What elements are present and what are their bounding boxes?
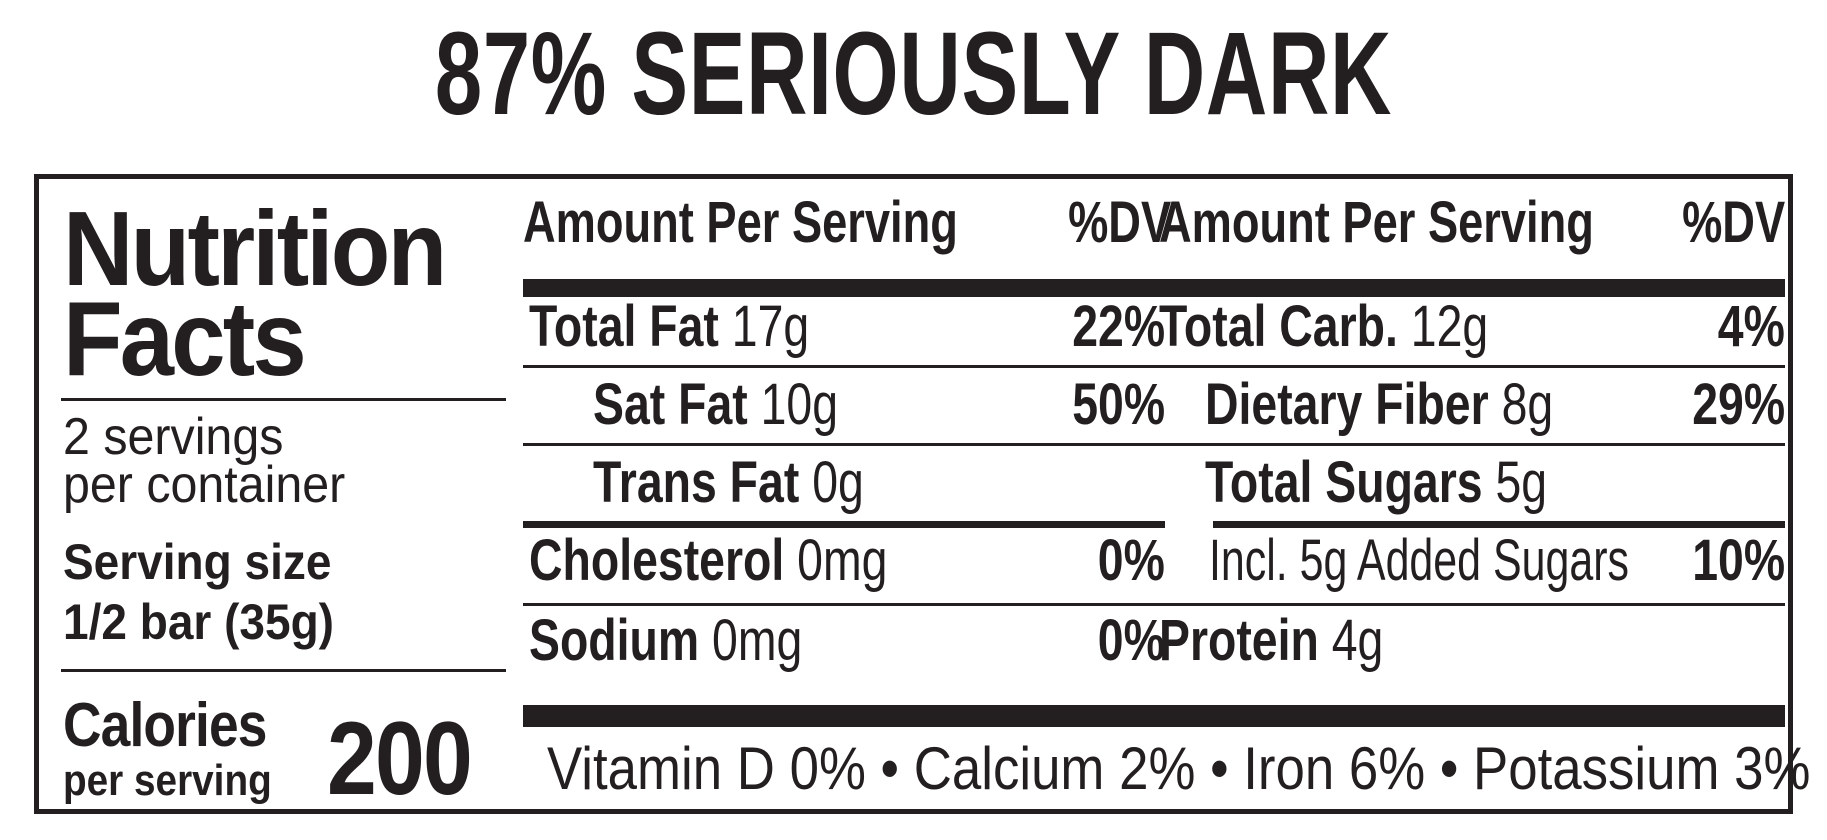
nutrient-row-cholesterol: Cholesterol 0mg [529, 528, 888, 593]
calories-sublabel: per serving [63, 756, 272, 805]
row-divider [1151, 365, 1785, 368]
nutrition-title-line2: Facts [63, 280, 307, 398]
nutrient-row-sat-fat: Sat Fat 10g [593, 372, 839, 437]
nutrient-row-trans-fat: Trans Fat 0g [593, 450, 864, 515]
dv-total-sugars [1639, 453, 1785, 513]
dv-total-fat: 22% [1072, 294, 1165, 359]
servings-per-container: 2 servings per container [63, 408, 346, 514]
nutrient-row-total-sugars: Total Sugars 5g [1205, 450, 1548, 515]
dv-added-sugars: 10% [1692, 528, 1785, 593]
nutrient-row-dietary-fiber: Dietary Fiber 8g [1205, 372, 1554, 437]
dv-total-carb: 4% [1717, 294, 1785, 359]
left-amount-header: Amount Per Serving [523, 190, 958, 255]
divider [61, 669, 506, 672]
row-divider [1151, 443, 1785, 446]
row-divider [523, 521, 1165, 528]
dv-sodium: 0% [1097, 608, 1165, 673]
row-divider [1213, 521, 1785, 528]
vitamins-minerals-line: Vitamin D 0% • Calcium 2% • Iron 6% • Po… [547, 735, 1811, 802]
nutrient-row-total-fat: Total Fat 17g [529, 294, 810, 359]
calories-value: 200 [327, 701, 473, 817]
thick-divider [1151, 279, 1785, 297]
nutrient-row-sodium: Sodium 0mg [529, 608, 803, 673]
right-amount-header: Amount Per Serving [1159, 190, 1594, 255]
row-divider [523, 365, 1165, 368]
nutrient-row-added-sugars: Incl. 5g Added Sugars [1209, 528, 1629, 593]
nutrition-facts-panel: Nutrition Facts 2 servings per container… [34, 174, 1810, 817]
row-divider [1151, 603, 1785, 606]
dv-sat-fat: 50% [1072, 372, 1165, 437]
dv-dietary-fiber: 29% [1692, 372, 1785, 437]
nutrition-title-line1: Nutrition [63, 190, 447, 308]
thick-divider [523, 705, 1165, 727]
thick-divider [1151, 705, 1785, 727]
serving-size-label: Serving size [63, 534, 332, 590]
dv-protein [1639, 611, 1785, 671]
dv-trans-fat [1019, 453, 1165, 513]
right-dv-header: %DV [1681, 190, 1785, 255]
row-divider [523, 443, 1165, 446]
dv-cholesterol: 0% [1097, 528, 1165, 593]
left-dv-header: %DV [1068, 190, 1172, 255]
nutrient-row-total-carb: Total Carb. 12g [1159, 294, 1489, 359]
thick-divider [523, 279, 1165, 297]
serving-size-value: 1/2 bar (35g) [63, 594, 334, 650]
divider [61, 398, 506, 401]
nutrient-row-protein: Protein 4g [1159, 608, 1384, 673]
row-divider [523, 603, 1165, 606]
calories-label: Calories [63, 691, 267, 760]
product-title: 87% SERIOUSLY DARK [434, 8, 1393, 140]
